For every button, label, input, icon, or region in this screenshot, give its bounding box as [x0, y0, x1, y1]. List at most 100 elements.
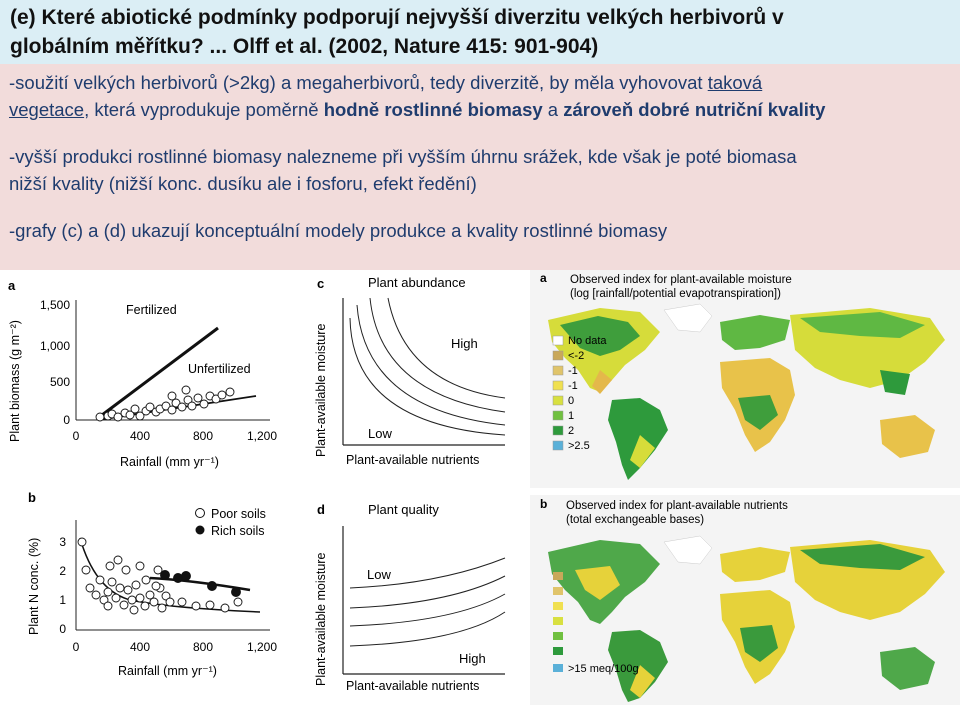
scatter-point	[225, 387, 235, 397]
scatter-point	[107, 577, 117, 587]
panel-a-xtick: 1,200	[247, 429, 277, 443]
scatter-point	[220, 603, 230, 613]
map-a-legend-label: No data	[568, 335, 607, 347]
panel-a-label-fertilized: Fertilized	[126, 303, 177, 317]
map-a-north-america-dry	[592, 370, 612, 394]
map-b-legend-swatch	[553, 664, 563, 672]
scatter-point	[99, 595, 109, 605]
panel-a-points	[95, 385, 235, 422]
p1-text-a: -soužití velkých herbivorů (>2kg) a mega…	[9, 72, 708, 93]
map-a-legend-swatch	[552, 350, 564, 361]
scatter-point	[77, 537, 87, 547]
map-b-legend-swatch	[553, 617, 563, 625]
map-b-panel: b Observed index for plant-available nut…	[530, 495, 960, 705]
panel-a-ytick: 0	[63, 413, 70, 427]
slide-title-line-2: globálním měřítku? ... Olff et al. (2002…	[10, 35, 599, 58]
panel-c-letter: c	[317, 276, 324, 291]
panel-c-isoline	[387, 297, 506, 399]
map-a-australia	[880, 415, 935, 458]
p1-bold-1: hodně rostlinné biomasy	[323, 99, 543, 120]
map-a-legend-swatch	[552, 410, 564, 421]
figure-svg: a Plant biomass (g m⁻²) 1,500 1,000 500 …	[8, 270, 960, 705]
scatter-point	[165, 597, 175, 607]
paragraph-1-line-1: -soužití velkých herbivorů (>2kg) a mega…	[9, 72, 762, 94]
map-b-south-america	[608, 630, 668, 702]
p1-bold-2: zároveň dobré nutriční kvality	[563, 99, 826, 120]
panel-d-ylabel: Plant-available moisture	[314, 553, 328, 686]
scatter-point	[233, 597, 243, 607]
map-b-europe	[720, 547, 790, 582]
scatter-point	[129, 605, 139, 615]
panel-d-xlabel: Plant-available nutrients	[346, 679, 479, 693]
panel-c-xlabel: Plant-available nutrients	[346, 453, 479, 467]
scatter-point-rich	[173, 573, 183, 583]
panel-a-ylabel: Plant biomass (g m⁻²)	[8, 320, 22, 442]
p1-text-c: , která vyprodukuje poměrně	[84, 99, 324, 120]
map-a-legend-swatch	[552, 425, 564, 436]
scatter-point	[123, 585, 133, 595]
map-a-legend-swatch	[552, 380, 564, 391]
map-b-africa-poor	[740, 625, 778, 662]
slide-title-bar: (e) Které abiotické podmínky podporují n…	[0, 0, 960, 64]
map-b-legend-swatch	[553, 602, 563, 610]
scatter-point	[131, 580, 141, 590]
panel-c-high: High	[451, 336, 478, 351]
scatter-point	[113, 555, 123, 565]
map-a-legend-swatch	[552, 365, 564, 376]
map-b-letter: b	[540, 497, 547, 511]
panel-b-ytick: 0	[59, 622, 66, 636]
scatter-point-rich	[181, 571, 191, 581]
map-b-legend	[553, 572, 563, 655]
scatter-point	[149, 597, 159, 607]
panel-b-ytick: 2	[59, 564, 66, 578]
panel-c-ylabel: Plant-available moisture	[314, 324, 328, 457]
p1-underlined-b: vegetace	[9, 99, 85, 120]
scatter-point	[103, 587, 113, 597]
panel-c-isoline	[349, 317, 506, 436]
p1-text-d: a	[542, 99, 564, 120]
map-a-panel: a Observed index for plant-available moi…	[530, 270, 960, 488]
scatter-point	[119, 600, 129, 610]
map-a-legend-swatch	[552, 440, 564, 451]
map-a-south-america	[608, 398, 668, 480]
map-b-legend-swatch	[553, 647, 563, 655]
scatter-point	[135, 593, 145, 603]
map-a-title-2: (log [rainfall/potential evapotranspirat…	[570, 288, 781, 300]
scatter-point	[91, 590, 101, 600]
panel-b-points	[77, 537, 243, 615]
figure-area: a Plant biomass (g m⁻²) 1,500 1,000 500 …	[0, 270, 960, 710]
map-a-world	[548, 303, 945, 480]
map-b-south-america-rich	[630, 665, 655, 698]
panel-b: b Plant N conc. (%) 3 2 1 0 0 400 800 1,…	[27, 490, 277, 678]
panel-d-isoline	[349, 593, 506, 627]
panel-c-isoline	[356, 304, 506, 426]
panel-a-xtick: 400	[130, 429, 150, 443]
scatter-point	[205, 600, 215, 610]
slide-title-line-1: (e) Které abiotické podmínky podporují n…	[10, 6, 784, 29]
scatter-point	[167, 391, 177, 401]
panel-b-xtick: 800	[193, 640, 213, 654]
scatter-point	[140, 601, 150, 611]
map-b-legend-swatch	[553, 632, 563, 640]
map-b-north-america-rich	[575, 566, 620, 600]
scatter-point	[153, 565, 163, 575]
scatter-point	[161, 401, 171, 411]
map-a-greenland	[663, 303, 713, 333]
map-b-legend-swatch	[553, 587, 563, 595]
scatter-point	[171, 398, 181, 408]
panel-b-legend-poor-marker	[195, 508, 205, 518]
scatter-point	[193, 393, 203, 403]
scatter-point	[199, 399, 209, 409]
scatter-point	[113, 412, 123, 422]
scatter-point	[145, 402, 155, 412]
scatter-point	[125, 410, 135, 420]
panel-c-title: Plant abundance	[368, 275, 466, 290]
scatter-point	[121, 565, 131, 575]
map-a-legend: No data <-2 -1 -1 0 1 2 >2.5	[552, 335, 607, 452]
scatter-point	[191, 601, 201, 611]
map-b-world	[548, 535, 945, 702]
map-a-legend-label: <-2	[568, 350, 584, 362]
scatter-point	[145, 590, 155, 600]
map-a-legend-label: 0	[568, 395, 574, 407]
panel-b-legend-rich: Rich soils	[211, 524, 265, 538]
